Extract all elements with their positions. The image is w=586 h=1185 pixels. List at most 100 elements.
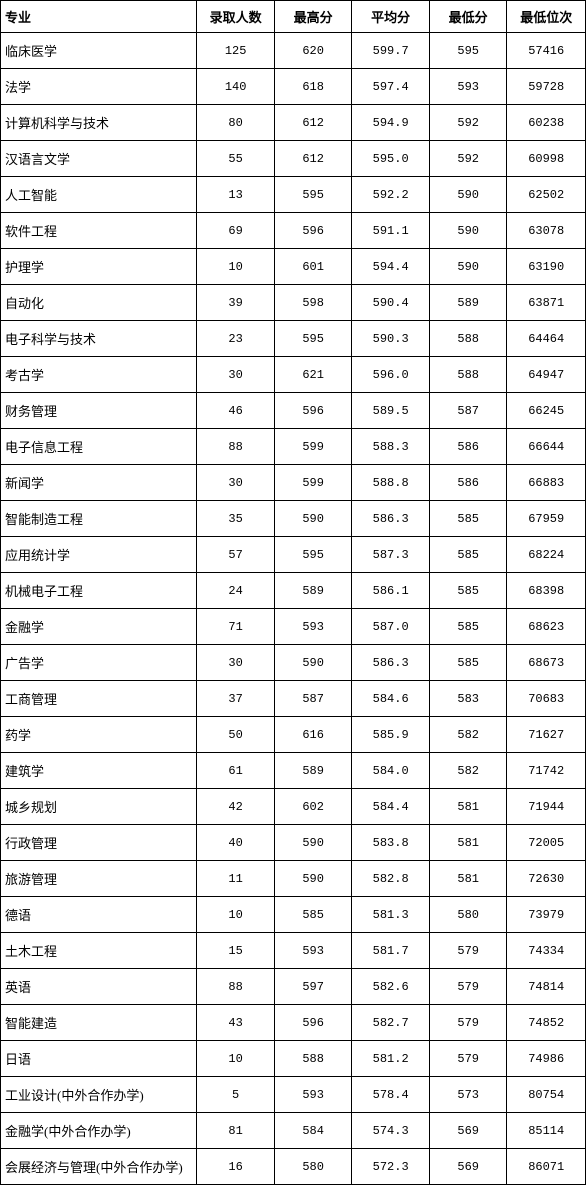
table-cell: 590	[274, 501, 352, 537]
table-cell: 临床医学	[1, 33, 197, 69]
table-cell: 15	[197, 933, 275, 969]
table-cell: 60238	[507, 105, 586, 141]
table-cell: 590	[274, 825, 352, 861]
table-cell: 行政管理	[1, 825, 197, 861]
table-cell: 569	[429, 1113, 507, 1149]
table-cell: 590.4	[352, 285, 430, 321]
table-cell: 59728	[507, 69, 586, 105]
table-cell: 587.0	[352, 609, 430, 645]
table-cell: 81	[197, 1113, 275, 1149]
table-cell: 71627	[507, 717, 586, 753]
table-cell: 599	[274, 465, 352, 501]
table-cell: 机械电子工程	[1, 573, 197, 609]
table-cell: 57	[197, 537, 275, 573]
table-cell: 68224	[507, 537, 586, 573]
table-cell: 581.2	[352, 1041, 430, 1077]
table-cell: 40	[197, 825, 275, 861]
table-cell: 596.0	[352, 357, 430, 393]
table-cell: 汉语言文学	[1, 141, 197, 177]
table-cell: 财务管理	[1, 393, 197, 429]
table-row: 英语88597582.657974814	[1, 969, 586, 1005]
table-cell: 590	[274, 645, 352, 681]
table-cell: 日语	[1, 1041, 197, 1077]
table-row: 建筑学61589584.058271742	[1, 753, 586, 789]
table-cell: 590	[429, 177, 507, 213]
table-cell: 599.7	[352, 33, 430, 69]
table-cell: 13	[197, 177, 275, 213]
table-cell: 621	[274, 357, 352, 393]
table-cell: 596	[274, 213, 352, 249]
table-row: 护理学10601594.459063190	[1, 249, 586, 285]
table-cell: 计算机科学与技术	[1, 105, 197, 141]
table-row: 电子科学与技术23595590.358864464	[1, 321, 586, 357]
table-cell: 586.3	[352, 501, 430, 537]
table-cell: 579	[429, 969, 507, 1005]
table-cell: 584.0	[352, 753, 430, 789]
table-cell: 599	[274, 429, 352, 465]
table-cell: 589.5	[352, 393, 430, 429]
table-cell: 588	[274, 1041, 352, 1077]
table-cell: 612	[274, 141, 352, 177]
table-cell: 62502	[507, 177, 586, 213]
table-cell: 588	[429, 357, 507, 393]
table-row: 会展经济与管理(中外合作办学)16580572.356986071	[1, 1149, 586, 1185]
table-row: 应用统计学57595587.358568224	[1, 537, 586, 573]
table-cell: 德语	[1, 897, 197, 933]
table-cell: 582.8	[352, 861, 430, 897]
table-cell: 软件工程	[1, 213, 197, 249]
table-cell: 71	[197, 609, 275, 645]
table-cell: 579	[429, 1041, 507, 1077]
table-cell: 586.1	[352, 573, 430, 609]
table-cell: 71742	[507, 753, 586, 789]
table-cell: 616	[274, 717, 352, 753]
table-cell: 64464	[507, 321, 586, 357]
table-cell: 68673	[507, 645, 586, 681]
table-cell: 618	[274, 69, 352, 105]
table-cell: 593	[274, 609, 352, 645]
table-cell: 592	[429, 105, 507, 141]
table-cell: 10	[197, 897, 275, 933]
table-cell: 人工智能	[1, 177, 197, 213]
table-row: 电子信息工程88599588.358666644	[1, 429, 586, 465]
table-row: 金融学(中外合作办学)81584574.356985114	[1, 1113, 586, 1149]
table-row: 智能建造43596582.757974852	[1, 1005, 586, 1041]
table-cell: 68623	[507, 609, 586, 645]
table-cell: 72005	[507, 825, 586, 861]
col-header-avg: 平均分	[352, 1, 430, 33]
table-cell: 581	[429, 825, 507, 861]
table-cell: 55	[197, 141, 275, 177]
table-cell: 85114	[507, 1113, 586, 1149]
table-cell: 57416	[507, 33, 586, 69]
table-cell: 612	[274, 105, 352, 141]
table-cell: 590	[429, 249, 507, 285]
table-cell: 597.4	[352, 69, 430, 105]
table-cell: 586.3	[352, 645, 430, 681]
table-cell: 587.3	[352, 537, 430, 573]
table-cell: 572.3	[352, 1149, 430, 1185]
table-cell: 587	[429, 393, 507, 429]
table-cell: 595	[274, 321, 352, 357]
table-cell: 590.3	[352, 321, 430, 357]
table-cell: 592	[429, 141, 507, 177]
table-cell: 法学	[1, 69, 197, 105]
table-row: 自动化39598590.458963871	[1, 285, 586, 321]
table-row: 法学140618597.459359728	[1, 69, 586, 105]
table-cell: 46	[197, 393, 275, 429]
table-cell: 74334	[507, 933, 586, 969]
table-cell: 601	[274, 249, 352, 285]
table-cell: 应用统计学	[1, 537, 197, 573]
table-cell: 585	[429, 537, 507, 573]
table-cell: 140	[197, 69, 275, 105]
table-cell: 582.6	[352, 969, 430, 1005]
table-row: 土木工程15593581.757974334	[1, 933, 586, 969]
table-cell: 597	[274, 969, 352, 1005]
table-cell: 建筑学	[1, 753, 197, 789]
table-cell: 67959	[507, 501, 586, 537]
table-cell: 586	[429, 465, 507, 501]
table-cell: 43	[197, 1005, 275, 1041]
table-row: 财务管理46596589.558766245	[1, 393, 586, 429]
table-cell: 80	[197, 105, 275, 141]
table-cell: 66245	[507, 393, 586, 429]
table-cell: 588.3	[352, 429, 430, 465]
table-row: 软件工程69596591.159063078	[1, 213, 586, 249]
